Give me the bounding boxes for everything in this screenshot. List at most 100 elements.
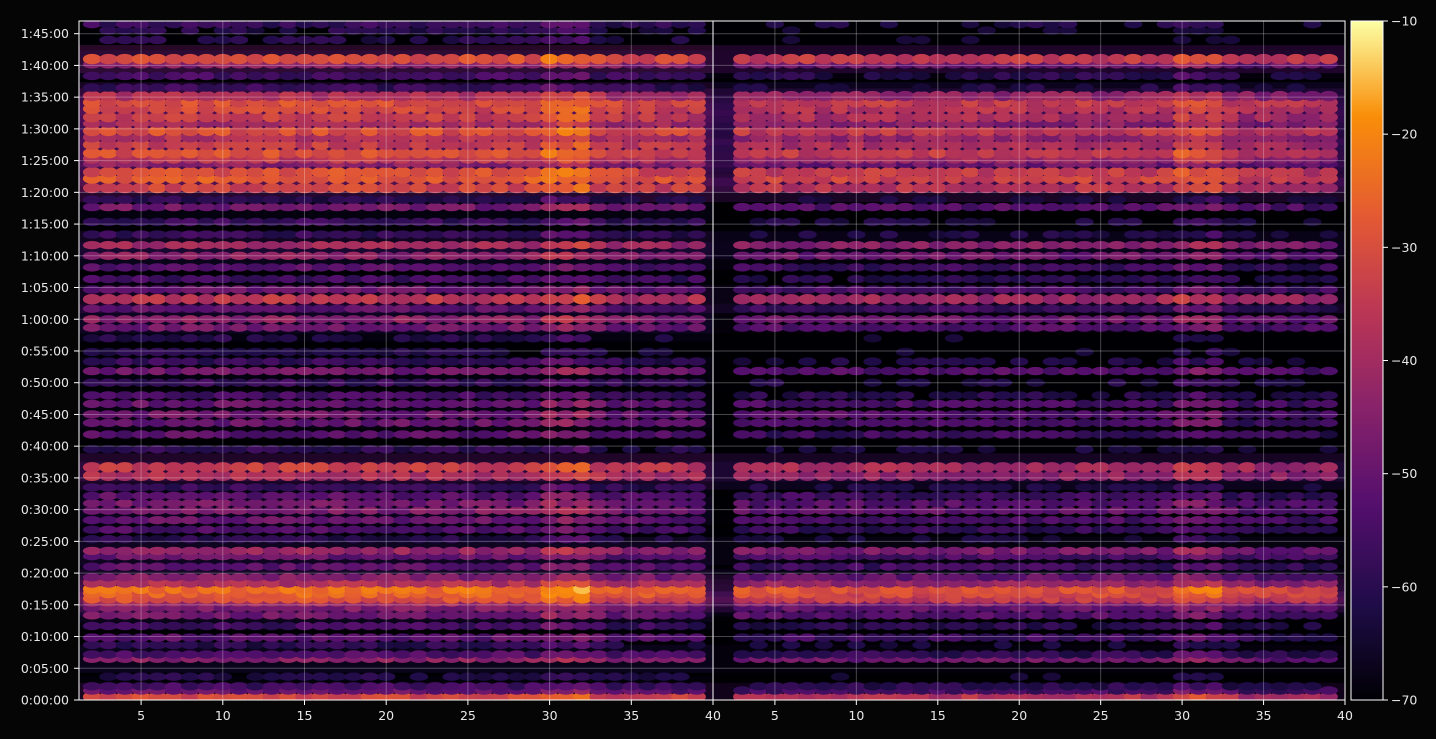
cell-left-25-35	[622, 491, 641, 501]
cell-left-6-6	[148, 640, 167, 650]
cell-left-45-25	[458, 274, 478, 284]
cell-left-23-27	[491, 506, 510, 515]
cell-right-2-36	[1270, 682, 1290, 691]
panel-left: 5 10 15 20 25 30 35 40	[78, 20, 721, 723]
cell-left-45-11	[229, 274, 249, 284]
cell-right-22-12	[879, 516, 899, 525]
cell-right-21-3	[733, 525, 752, 534]
cell-left-26-33	[589, 483, 608, 492]
cell-left-68-36	[638, 71, 657, 81]
cell-right-43-18	[977, 294, 996, 305]
cell-right-52-23	[1058, 195, 1078, 204]
cell-right-28-38	[1303, 462, 1322, 473]
cell-right-55-19	[993, 167, 1013, 178]
cell-right-22-5	[765, 516, 785, 525]
cell-left-42-37	[654, 304, 674, 313]
cell-right-45-29	[1156, 274, 1176, 284]
cell-right-30-27	[1124, 430, 1143, 439]
cell-left-25-29	[524, 491, 543, 501]
cell-left-66-22	[409, 90, 429, 102]
cell-left-29-19	[360, 445, 380, 454]
cell-right-44-27	[1124, 285, 1143, 294]
cell-right-51-8	[814, 202, 833, 212]
cell-right-63-25	[1091, 112, 1110, 123]
cell-right-31-4	[749, 418, 768, 428]
cell-right-50-32	[1205, 217, 1224, 227]
cell-right-19-34	[1238, 546, 1257, 556]
cell-left-29-11	[229, 445, 249, 454]
cell-left-73-2	[82, 21, 102, 29]
cell-left-73-18	[344, 21, 363, 29]
cell-left-16-37	[654, 573, 674, 582]
cell-left-24-38	[671, 499, 690, 508]
cell-left-49-2	[82, 230, 102, 239]
cell-left-37-18	[344, 357, 363, 366]
cell-right-37-30	[1172, 357, 1192, 366]
cell-right-41-3	[733, 315, 752, 324]
cell-left-63-5	[131, 112, 151, 123]
cell-left-44-29	[524, 285, 543, 294]
cell-right-48-20	[1010, 241, 1029, 250]
cell-left-61-25	[458, 125, 478, 137]
cell-left-58-8	[180, 148, 200, 159]
cell-right-28-23	[1058, 462, 1078, 473]
cell-right-59-29	[1156, 139, 1176, 150]
cell-left-31-26	[475, 418, 494, 428]
cell-left-21-8	[180, 525, 200, 534]
cell-left-33-18	[344, 399, 363, 409]
cell-right-46-10	[847, 263, 866, 272]
cell-left-25-36	[638, 491, 657, 501]
cell-right-35-4	[749, 378, 768, 387]
cell-right-47-37	[1286, 251, 1306, 260]
cell-left-29-9	[197, 445, 216, 454]
cell-right-16-31	[1189, 573, 1208, 582]
cell-right-51-22	[1042, 202, 1062, 212]
cell-right-22-32	[1205, 516, 1224, 525]
cell-left-50-36	[638, 217, 657, 227]
cell-right-28-11	[863, 462, 882, 473]
cell-left-55-12	[246, 167, 265, 178]
cell-right-51-31	[1189, 202, 1208, 212]
cell-left-21-11	[229, 525, 249, 534]
cell-right-59-15	[928, 139, 947, 150]
cell-left-38-31	[556, 347, 576, 357]
cell-right-28-20	[1010, 462, 1029, 473]
cell-left-46-38	[671, 263, 690, 272]
cell-right-40-26	[1107, 323, 1127, 332]
cell-right-41-25	[1091, 315, 1110, 324]
cell-left-35-30	[540, 378, 559, 387]
cell-left-42-23	[426, 304, 445, 313]
cell-right-2-34	[1238, 682, 1257, 691]
cell-left-22-17	[328, 516, 347, 525]
cell-right-51-16	[944, 202, 964, 212]
cell-left-37-13	[262, 357, 281, 366]
cell-left-43-13	[262, 294, 281, 305]
cell-left-24-13	[262, 499, 281, 508]
cell-left-40-5	[131, 323, 151, 332]
cell-right-19-35	[1254, 546, 1273, 556]
cell-left-37-35	[622, 357, 641, 366]
cell-left-23-14	[279, 506, 298, 515]
cell-left-22-11	[229, 516, 249, 525]
cell-right-44-39	[1319, 285, 1338, 294]
cell-left-25-25	[458, 491, 478, 501]
cell-right-27-27	[1124, 470, 1143, 481]
cell-left-52-29	[524, 195, 543, 204]
cell-left-68-5	[131, 71, 151, 81]
cell-left-45-8	[180, 274, 200, 284]
cell-right-41-37	[1286, 315, 1306, 324]
cell-left-31-24	[442, 418, 461, 428]
cell-right-23-36	[1270, 506, 1290, 515]
cell-left-33-9	[197, 399, 216, 409]
cell-left-31-12	[246, 418, 265, 428]
cell-left-43-4	[115, 294, 134, 305]
cell-left-45-37	[654, 274, 674, 284]
cell-right-55-17	[961, 167, 980, 178]
cell-left-30-21	[393, 430, 412, 439]
cell-left-47-39	[687, 251, 706, 260]
cell-left-45-29	[524, 274, 543, 284]
cell-left-40-25	[458, 323, 478, 332]
cell-right-59-9	[830, 139, 850, 150]
cell-right-23-16	[944, 506, 964, 515]
cell-right-2-6	[782, 682, 801, 691]
